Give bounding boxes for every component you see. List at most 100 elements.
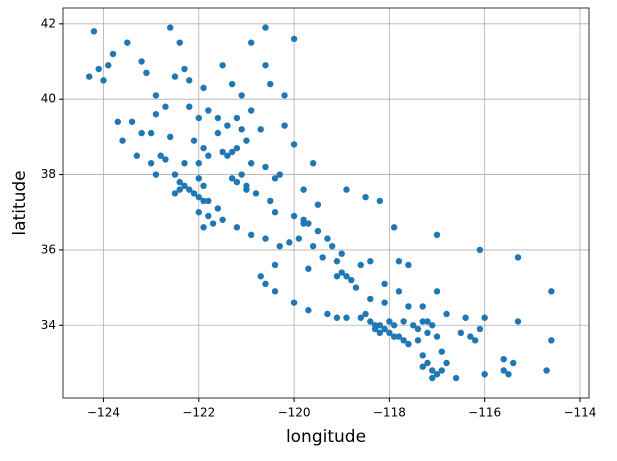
point <box>224 152 231 159</box>
point <box>462 314 469 321</box>
point <box>324 310 331 318</box>
point <box>109 50 117 58</box>
point <box>381 299 388 306</box>
point <box>147 160 155 167</box>
point <box>395 258 403 265</box>
point <box>271 175 279 182</box>
point <box>205 197 212 205</box>
point <box>505 371 512 378</box>
point <box>200 182 207 190</box>
point <box>267 197 274 205</box>
y-axis-label: latitude <box>10 170 30 235</box>
point <box>276 242 283 250</box>
point <box>405 340 412 348</box>
point <box>500 355 507 363</box>
point <box>510 359 517 367</box>
point <box>300 220 307 227</box>
x-tick-label: −114 <box>563 406 596 420</box>
point <box>429 322 436 329</box>
point <box>471 337 479 344</box>
point <box>247 39 255 46</box>
point <box>309 160 317 167</box>
point <box>290 212 298 220</box>
point <box>171 73 179 80</box>
point <box>247 107 255 114</box>
point <box>224 122 231 129</box>
point <box>205 107 212 114</box>
point <box>390 224 398 231</box>
point <box>367 295 374 303</box>
point <box>233 144 241 152</box>
point <box>386 329 393 337</box>
x-tick-label: −118 <box>373 406 406 420</box>
point <box>219 148 226 156</box>
point <box>305 307 312 314</box>
point <box>181 182 188 190</box>
point <box>176 178 183 186</box>
point <box>119 137 126 144</box>
point <box>243 137 250 144</box>
point <box>186 77 193 84</box>
point <box>167 133 174 141</box>
point <box>419 303 426 310</box>
point <box>338 250 345 257</box>
y-tick-label: 42 <box>41 16 56 30</box>
point <box>195 175 202 182</box>
point <box>333 314 341 321</box>
point <box>247 160 255 167</box>
point <box>228 80 236 88</box>
point <box>147 129 155 137</box>
point <box>414 325 422 333</box>
point <box>233 114 241 122</box>
point <box>238 171 245 178</box>
point <box>209 220 217 227</box>
point <box>514 254 522 261</box>
point <box>343 314 350 321</box>
point <box>186 103 193 110</box>
point <box>276 171 283 178</box>
point <box>381 325 388 333</box>
point <box>290 299 298 306</box>
point <box>133 152 141 159</box>
point <box>205 152 212 159</box>
point <box>186 186 193 193</box>
point <box>290 35 298 43</box>
point <box>371 325 379 333</box>
plot-frame <box>62 7 590 399</box>
point <box>309 242 317 250</box>
point <box>281 92 288 99</box>
point <box>433 333 441 340</box>
point <box>267 80 274 88</box>
point <box>95 65 102 73</box>
y-tick-label: 36 <box>41 242 56 256</box>
point <box>195 193 202 201</box>
point <box>295 235 303 242</box>
point <box>362 310 369 318</box>
point <box>152 171 160 178</box>
point <box>252 190 260 197</box>
point <box>438 348 445 355</box>
y-tick-label: 38 <box>41 167 56 181</box>
point <box>357 261 364 269</box>
y-tick-label: 40 <box>41 92 56 106</box>
point <box>128 118 136 125</box>
point <box>343 186 350 193</box>
point <box>290 141 298 148</box>
point <box>262 235 269 242</box>
point <box>205 212 212 220</box>
point <box>200 224 207 231</box>
point <box>443 359 450 367</box>
point <box>514 318 522 325</box>
point <box>357 314 364 321</box>
point <box>167 24 174 31</box>
point <box>162 103 169 110</box>
point <box>390 333 398 340</box>
point <box>419 363 426 370</box>
point <box>433 288 441 295</box>
point <box>419 318 426 325</box>
point <box>219 62 226 69</box>
point <box>214 205 222 212</box>
point <box>400 318 407 325</box>
point <box>195 160 202 167</box>
point <box>300 186 307 193</box>
